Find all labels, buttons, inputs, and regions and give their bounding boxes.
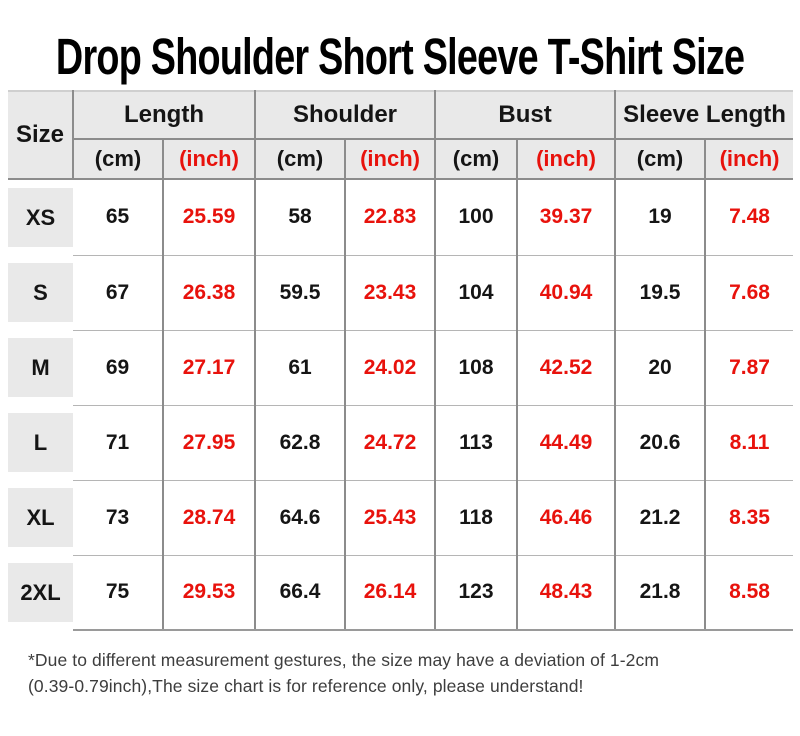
shoulder-group-header: Shoulder [255, 90, 437, 140]
page-title-area: Drop Shoulder Short Sleeve T-Shirt Size [0, 0, 800, 90]
size-cell: XS [8, 179, 73, 255]
size-cell: L [8, 405, 73, 480]
sleeve-in-value: 8.58 [705, 555, 794, 631]
shoulder-cm-unit: (cm) [255, 139, 347, 180]
sleeve-cm-value: 20 [615, 330, 707, 406]
shoulder-in-value: 25.43 [345, 480, 437, 556]
footnote-line-1: *Due to different measurement gestures, … [28, 650, 659, 670]
sleeve-cm-value: 21.8 [615, 555, 707, 631]
size-cell: XL [8, 480, 73, 555]
sleeve-cm-value: 21.2 [615, 480, 707, 556]
size-label: M [8, 338, 73, 397]
unit-header-row: (cm) (inch) (cm) (inch) (cm) (inch) (cm)… [8, 139, 794, 180]
sleeve-length-group-header: Sleeve Length [615, 90, 794, 140]
sleeve-in-value: 7.87 [705, 330, 794, 406]
bust-cm-value: 100 [435, 179, 519, 256]
table-header: Size Length Shoulder Bust Sleeve Length … [8, 90, 794, 180]
table-row: XS 65 25.59 58 22.83 100 39.37 19 7.48 [8, 179, 794, 256]
length-in-value: 27.17 [163, 330, 257, 406]
shoulder-in-value: 22.83 [345, 179, 437, 256]
shoulder-in-value: 24.72 [345, 405, 437, 481]
sleeve-cm-value: 19.5 [615, 255, 707, 331]
shoulder-cm-value: 61 [255, 330, 347, 406]
bust-in-value: 48.43 [517, 555, 617, 631]
sleeve-in-value: 7.68 [705, 255, 794, 331]
table-row: S 67 26.38 59.5 23.43 104 40.94 19.5 7.68 [8, 255, 794, 331]
size-label: S [8, 263, 73, 322]
length-in-value: 28.74 [163, 480, 257, 556]
bust-cm-value: 118 [435, 480, 519, 556]
length-cm-value: 75 [73, 555, 164, 631]
footnote: *Due to different measurement gestures, … [28, 647, 770, 699]
sleeve-in-value: 7.48 [705, 179, 794, 256]
bust-cm-value: 104 [435, 255, 519, 331]
bust-inch-unit: (inch) [517, 139, 617, 180]
shoulder-cm-value: 64.6 [255, 480, 347, 556]
bust-group-header: Bust [435, 90, 617, 140]
bust-in-value: 42.52 [517, 330, 617, 406]
bust-in-value: 40.94 [517, 255, 617, 331]
shoulder-in-value: 24.02 [345, 330, 437, 406]
shoulder-cm-value: 62.8 [255, 405, 347, 481]
shoulder-in-value: 23.43 [345, 255, 437, 331]
length-cm-value: 71 [73, 405, 164, 481]
sleeve-in-value: 8.35 [705, 480, 794, 556]
size-chart-table: Size Length Shoulder Bust Sleeve Length … [8, 90, 794, 631]
sleeve-in-value: 8.11 [705, 405, 794, 481]
length-cm-unit: (cm) [73, 139, 164, 180]
length-cm-value: 65 [73, 179, 164, 256]
size-table-body: XS 65 25.59 58 22.83 100 39.37 19 7.48 S 67 26.38 59… [8, 179, 794, 631]
length-cm-value: 67 [73, 255, 164, 331]
footnote-line-2: (0.39-0.79inch),The size chart is for re… [28, 676, 584, 696]
shoulder-inch-unit: (inch) [345, 139, 437, 180]
bust-cm-value: 113 [435, 405, 519, 481]
size-column-header: Size [8, 90, 74, 180]
bust-in-value: 39.37 [517, 179, 617, 256]
sleeve-cm-value: 20.6 [615, 405, 707, 481]
shoulder-cm-value: 58 [255, 179, 347, 256]
bust-in-value: 46.46 [517, 480, 617, 556]
size-label: 2XL [8, 563, 73, 622]
size-cell: S [8, 255, 73, 330]
length-inch-unit: (inch) [163, 139, 257, 180]
sleeve-cm-unit: (cm) [615, 139, 707, 180]
length-in-value: 27.95 [163, 405, 257, 481]
shoulder-cm-value: 66.4 [255, 555, 347, 631]
sleeve-cm-value: 19 [615, 179, 707, 256]
table-row: L 71 27.95 62.8 24.72 113 44.49 20.6 8.11 [8, 405, 794, 481]
size-cell: 2XL [8, 555, 73, 630]
length-in-value: 26.38 [163, 255, 257, 331]
size-label: XS [8, 188, 73, 247]
shoulder-in-value: 26.14 [345, 555, 437, 631]
bust-cm-unit: (cm) [435, 139, 519, 180]
bust-cm-value: 108 [435, 330, 519, 406]
bust-cm-value: 123 [435, 555, 519, 631]
size-label: L [8, 413, 73, 472]
sleeve-inch-unit: (inch) [705, 139, 794, 180]
length-cm-value: 69 [73, 330, 164, 406]
bust-in-value: 44.49 [517, 405, 617, 481]
length-cm-value: 73 [73, 480, 164, 556]
group-header-row: Size Length Shoulder Bust Sleeve Length [8, 90, 794, 180]
table-row: M 69 27.17 61 24.02 108 42.52 20 7.87 [8, 330, 794, 406]
table-row: 2XL 75 29.53 66.4 26.14 123 48.43 21.8 8.58 [8, 555, 794, 631]
size-label: XL [8, 488, 73, 547]
shoulder-cm-value: 59.5 [255, 255, 347, 331]
length-group-header: Length [73, 90, 257, 140]
length-in-value: 25.59 [163, 179, 257, 256]
page-title: Drop Shoulder Short Sleeve T-Shirt Size [55, 27, 745, 85]
length-in-value: 29.53 [163, 555, 257, 631]
size-cell: M [8, 330, 73, 405]
table-row: XL 73 28.74 64.6 25.43 118 46.46 21.2 8.35 [8, 480, 794, 556]
